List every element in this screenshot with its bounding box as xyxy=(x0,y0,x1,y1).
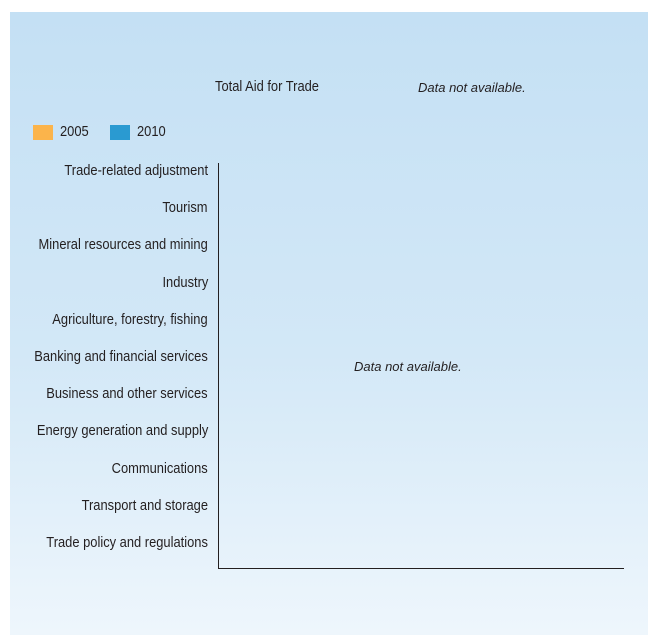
legend-label-2005: 2005 xyxy=(60,123,89,140)
legend-label-2010: 2010 xyxy=(137,123,166,140)
category-label: Agriculture, forestry, fishing xyxy=(52,310,208,328)
category-label: Industry xyxy=(162,273,208,291)
category-label: Mineral resources and mining xyxy=(38,236,208,254)
total-aid-label: Total Aid for Trade xyxy=(215,78,319,95)
category-label: Trade-related adjustment xyxy=(64,162,208,179)
category-label: Energy generation and supply xyxy=(36,422,208,440)
y-axis-line xyxy=(218,163,219,569)
total-aid-no-data: Data not available. xyxy=(418,80,526,95)
x-axis-line xyxy=(218,568,624,569)
category-label: Tourism xyxy=(162,199,208,217)
category-label: Communications xyxy=(111,459,208,477)
category-label: Trade policy and regulations xyxy=(46,534,208,551)
chart-no-data-message: Data not available. xyxy=(354,359,462,374)
category-label: Banking and financial services xyxy=(34,348,208,365)
category-label: Business and other services xyxy=(46,385,208,403)
legend-swatch-2005 xyxy=(33,125,53,140)
chart-panel: Total Aid for Trade Data not available. … xyxy=(10,12,648,635)
legend-swatch-2010 xyxy=(110,125,130,140)
category-label: Transport and storage xyxy=(81,496,208,514)
